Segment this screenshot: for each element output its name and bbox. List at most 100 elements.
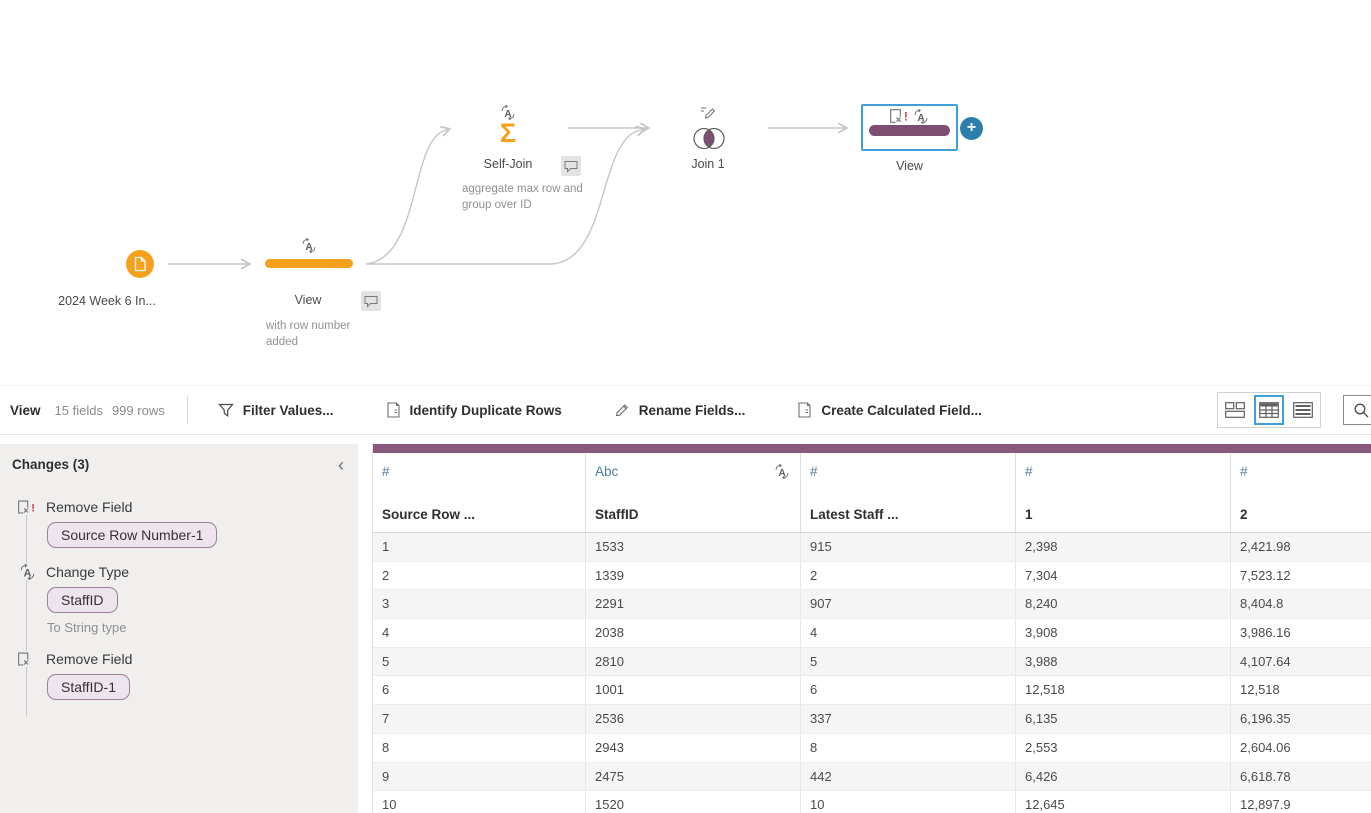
table-cell[interactable]: 2475 <box>586 762 801 791</box>
create-calculated-field-button[interactable]: Create Calculated Field... <box>797 402 982 418</box>
table-cell[interactable]: 2,604.06 <box>1231 734 1371 762</box>
table-cell[interactable]: 3,986.16 <box>1231 619 1371 647</box>
table-row: 3 2291 907 8,240 8,404.8 <box>373 590 1371 620</box>
table-row: 7 2536 337 6,135 6,196.35 <box>373 705 1371 734</box>
table-cell[interactable]: 9 <box>373 762 586 791</box>
table-cell[interactable]: 2943 <box>586 733 801 762</box>
table-cell[interactable]: 2,398 <box>1016 533 1231 561</box>
table-cell[interactable]: 907 <box>801 590 1016 619</box>
table-cell[interactable]: 337 <box>801 705 1016 733</box>
change-type-icon: A <box>913 109 929 124</box>
table-cell[interactable]: 2536 <box>586 705 801 733</box>
edit-annotation-icon <box>700 105 716 120</box>
collapse-panel-chevron-icon[interactable]: ‹ <box>338 454 344 475</box>
svg-text:!: ! <box>904 112 908 124</box>
filter-values-button[interactable]: Filter Values... <box>217 403 334 418</box>
table-cell[interactable]: 6,618.78 <box>1231 763 1371 791</box>
table-cell[interactable]: 4 <box>373 619 586 647</box>
flow-node-join-label: Join 1 <box>691 157 725 171</box>
table-cell[interactable]: 8 <box>373 733 586 762</box>
flow-annotation: aggregate max row and group over ID <box>462 183 583 211</box>
flow-node-aggregate[interactable]: Σ <box>499 118 517 148</box>
flow-node-clean-step-1[interactable] <box>265 259 353 268</box>
change-action-label: Change Type <box>46 564 130 580</box>
table-cell[interactable]: 10 <box>801 791 1016 813</box>
table-cell[interactable]: 8,404.8 <box>1231 590 1371 618</box>
grid-view-icon <box>1259 402 1279 418</box>
table-cell[interactable]: 1339 <box>586 561 801 590</box>
field-pill[interactable]: StaffID-1 <box>47 674 130 700</box>
table-cell[interactable]: 1 <box>373 533 586 561</box>
identify-duplicate-rows-button[interactable]: Identify Duplicate Rows <box>386 402 562 418</box>
table-cell[interactable]: 6 <box>801 676 1016 705</box>
profile-view-toggle[interactable] <box>1220 395 1250 425</box>
table-cell[interactable]: 3 <box>373 590 586 619</box>
grid-view-toggle[interactable] <box>1254 395 1284 425</box>
change-type-icon: A <box>18 564 36 580</box>
table-cell[interactable]: 7 <box>373 705 586 733</box>
table-cell[interactable]: 6,196.35 <box>1231 705 1371 733</box>
flow-annotation: with row number added <box>266 320 351 348</box>
table-cell[interactable]: 6 <box>373 676 586 705</box>
table-cell[interactable]: 3,908 <box>1016 619 1231 647</box>
flow-node-join[interactable] <box>690 126 728 151</box>
flow-pane: 2024 Week 6 In... A View with row number… <box>0 0 1371 385</box>
table-cell[interactable]: 12,518 <box>1231 676 1371 704</box>
table-cell[interactable]: 6,426 <box>1016 762 1231 791</box>
field-pill[interactable]: StaffID <box>47 587 118 613</box>
table-cell[interactable]: 2,553 <box>1016 733 1231 762</box>
flow-node-input[interactable] <box>126 250 154 278</box>
table-cell[interactable]: 7,523.12 <box>1231 562 1371 590</box>
add-step-button[interactable]: + <box>960 117 983 140</box>
column-header-2[interactable]: # 2 <box>1231 453 1371 533</box>
table-cell[interactable]: 2,421.98 <box>1231 533 1371 561</box>
table-cell[interactable]: 1520 <box>586 791 801 813</box>
table-cell[interactable]: 1533 <box>586 533 801 561</box>
table-cell[interactable]: 8,240 <box>1016 590 1231 619</box>
table-cell[interactable]: 1001 <box>586 676 801 705</box>
table-cell[interactable]: 2 <box>801 561 1016 590</box>
table-cell[interactable]: 3,988 <box>1016 647 1231 676</box>
table-cell[interactable]: 10 <box>373 791 586 813</box>
table-cell[interactable]: 915 <box>801 533 1016 561</box>
change-action-label: Remove Field <box>46 651 133 667</box>
column-header-source-row[interactable]: # Source Row ... <box>373 453 586 533</box>
table-row: 8 2943 8 2,553 2,604.06 <box>373 733 1371 763</box>
data-grid: # Source Row ... Abc A StaffID <box>372 444 1371 813</box>
row-count: 999 rows <box>111 402 165 418</box>
table-cell[interactable]: 8 <box>801 733 1016 762</box>
comment-icon[interactable] <box>361 291 381 311</box>
toolbar-separator <box>186 396 188 424</box>
table-cell[interactable]: 4 <box>801 619 1016 647</box>
svg-text:A: A <box>778 468 786 479</box>
table-cell[interactable]: 12,518 <box>1016 676 1231 705</box>
change-item-change-type[interactable]: A Change Type StaffID To String type <box>18 564 344 651</box>
table-cell[interactable]: 6,135 <box>1016 705 1231 733</box>
table-cell[interactable]: 12,645 <box>1016 791 1231 813</box>
table-cell[interactable]: 4,107.64 <box>1231 648 1371 676</box>
table-cell[interactable]: 2038 <box>586 619 801 647</box>
flow-connectors <box>168 122 849 270</box>
rename-fields-button[interactable]: Rename Fields... <box>614 402 745 418</box>
table-cell[interactable]: 5 <box>373 647 586 676</box>
horizontal-scroll-strip[interactable] <box>373 444 1371 453</box>
change-item-remove-field-1[interactable]: ! Remove Field Source Row Number-1 <box>18 499 344 564</box>
list-view-toggle[interactable] <box>1288 395 1318 425</box>
change-item-remove-field-2[interactable]: Remove Field StaffID-1 <box>18 651 344 716</box>
table-cell[interactable]: 2810 <box>586 647 801 676</box>
table-cell[interactable]: 2291 <box>586 590 801 619</box>
table-cell[interactable]: 7,304 <box>1016 561 1231 590</box>
comment-icon[interactable] <box>561 156 581 176</box>
column-header-1[interactable]: # 1 <box>1016 453 1231 533</box>
table-cell[interactable]: 5 <box>801 647 1016 676</box>
column-header-latest-staff[interactable]: # Latest Staff ... <box>801 453 1016 533</box>
search-button[interactable] <box>1343 395 1371 425</box>
content-area: Changes (3) ‹ ! Remove Field <box>0 435 1371 813</box>
column-header-staffid[interactable]: Abc A StaffID <box>586 453 801 533</box>
table-cell[interactable]: 442 <box>801 762 1016 791</box>
table-cell[interactable]: 12,897.9 <box>1231 791 1371 813</box>
profile-view-icon <box>1225 402 1245 418</box>
field-pill[interactable]: Source Row Number-1 <box>47 522 218 548</box>
table-cell[interactable]: 2 <box>373 561 586 590</box>
flow-node-clean-step-2-selected[interactable]: ! A <box>861 104 958 151</box>
